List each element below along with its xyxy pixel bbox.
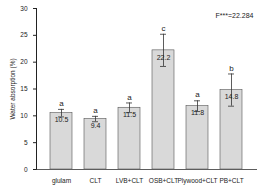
svg-text:c: c xyxy=(162,24,166,33)
svg-text:glulam: glulam xyxy=(52,177,71,185)
svg-text:25: 25 xyxy=(20,31,28,38)
svg-text:15: 15 xyxy=(20,85,28,92)
svg-text:5: 5 xyxy=(24,139,28,146)
svg-text:10.5: 10.5 xyxy=(55,116,69,123)
svg-text:11.5: 11.5 xyxy=(123,111,136,118)
svg-text:9.4: 9.4 xyxy=(91,122,101,129)
svg-text:10: 10 xyxy=(20,112,28,119)
svg-text:LVB+CLT: LVB+CLT xyxy=(116,177,143,184)
svg-text:22.2: 22.2 xyxy=(157,54,171,61)
svg-text:F***=22.284: F***=22.284 xyxy=(216,12,254,19)
svg-text:30: 30 xyxy=(20,5,28,12)
svg-text:a: a xyxy=(59,99,64,108)
svg-text:PB+CLT: PB+CLT xyxy=(219,177,243,184)
svg-text:a: a xyxy=(93,106,98,115)
svg-text:Water absorption (%): Water absorption (%) xyxy=(9,58,17,119)
svg-text:OSB+CLT: OSB+CLT xyxy=(149,177,178,184)
svg-text:14.8: 14.8 xyxy=(225,93,239,100)
svg-text:11.8: 11.8 xyxy=(191,109,204,116)
svg-text:0: 0 xyxy=(24,166,28,173)
svg-text:20: 20 xyxy=(20,58,28,65)
svg-text:Plywood+CLT: Plywood+CLT xyxy=(177,177,217,185)
svg-text:CLT: CLT xyxy=(90,177,102,184)
svg-text:b: b xyxy=(229,64,234,73)
svg-text:a: a xyxy=(127,93,132,102)
svg-text:a: a xyxy=(195,90,200,99)
